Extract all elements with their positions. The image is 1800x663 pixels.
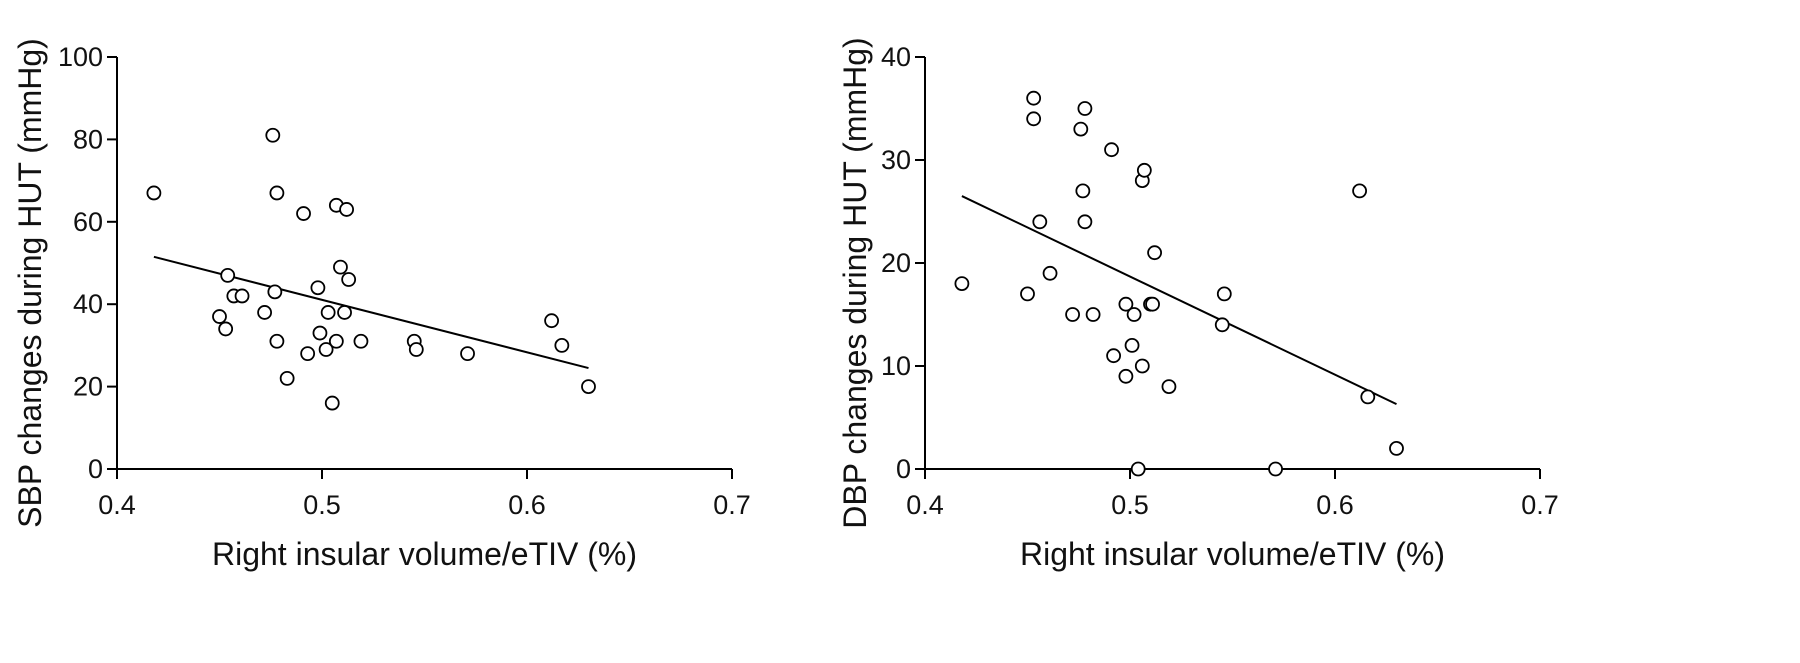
sbp-data-point	[312, 325, 328, 341]
dbp-data-point	[1077, 214, 1093, 230]
dbp-data-point	[1268, 461, 1283, 477]
dbp-data-point	[1360, 389, 1376, 405]
dbp-data-point	[1124, 337, 1140, 353]
dbp-data-point	[1136, 162, 1152, 178]
dbp-data-point	[1073, 121, 1089, 137]
sbp-data-point	[544, 313, 559, 329]
sbp-data-point	[328, 333, 344, 349]
sbp-data-point	[318, 342, 334, 357]
dbp-data-point	[1118, 368, 1134, 384]
sbp-y-tick-label: 60	[73, 207, 103, 237]
sbp-data-point	[296, 206, 311, 221]
dbp-x-tick-label: 0.6	[1316, 490, 1354, 520]
dbp-data-point	[1352, 183, 1367, 199]
dbp-data-point	[1134, 358, 1150, 374]
dbp-y-tick-label: 0	[896, 454, 911, 484]
dbp-x-tick-label: 0.5	[1111, 490, 1149, 520]
sbp-data-point	[333, 259, 348, 275]
sbp-data-point	[257, 305, 273, 320]
dbp-data-point	[1026, 90, 1042, 106]
dbp-y-axis-label: DBP changes during HUT (mmHg)	[837, 37, 873, 528]
sbp-data-point	[339, 202, 355, 217]
dbp-data-point	[1104, 142, 1119, 158]
dbp-regression-line	[961, 195, 1397, 406]
sbp-y-tick-label: 0	[88, 454, 103, 484]
sbp-data-point	[146, 185, 162, 201]
dbp-scatter-panel: 0 10 20 30 40 0.4 0.5 0.6 0.7 Right insular volum…	[837, 37, 1559, 572]
sbp-data-point	[218, 321, 234, 337]
dbp-data-point	[1216, 286, 1232, 302]
dbp-data-point	[1214, 317, 1230, 333]
sbp-data-point	[320, 305, 336, 320]
dbp-data-point	[1026, 111, 1042, 127]
dbp-data-point	[1032, 214, 1048, 230]
dbp-data-point	[1085, 307, 1101, 322]
sbp-y-axis-label: SBP changes during HUT (mmHg)	[12, 38, 48, 528]
dbp-y-tick-label: 30	[881, 145, 911, 175]
sbp-data-point	[234, 288, 250, 304]
dbp-data-point	[954, 276, 970, 292]
dbp-x-tick-label: 0.4	[906, 490, 944, 520]
dbp-data-point	[1145, 296, 1160, 312]
dbp-y-tick-label: 10	[881, 351, 911, 381]
sbp-data-point	[265, 127, 281, 143]
dbp-data-point	[1147, 245, 1162, 261]
dbp-data-point	[1126, 307, 1142, 322]
sbp-data-point	[269, 333, 285, 349]
dbp-y-tick-label: 40	[881, 42, 911, 72]
sbp-data-point	[220, 267, 236, 283]
sbp-y-tick-label: 100	[58, 42, 103, 72]
sbp-data-point	[337, 305, 352, 320]
sbp-data-point	[267, 284, 283, 300]
dbp-data-point	[1389, 440, 1404, 456]
dbp-x-axis-label: Right insular volume/eTIV (%)	[1020, 536, 1445, 572]
sbp-x-tick-label: 0.7	[713, 490, 751, 520]
sbp-x-tick-label: 0.4	[98, 490, 136, 520]
dbp-data-point	[1075, 183, 1091, 199]
sbp-data-point	[279, 370, 295, 386]
sbp-data-point	[212, 309, 227, 324]
sbp-x-tick-label: 0.6	[508, 490, 546, 520]
sbp-data-point	[554, 337, 570, 353]
sbp-data-point	[341, 272, 357, 287]
dbp-y-tick-label: 20	[881, 248, 911, 278]
sbp-data-point	[581, 379, 596, 395]
sbp-data-point	[408, 342, 424, 357]
sbp-y-tick-label: 40	[73, 289, 103, 319]
sbp-x-tick-label: 0.5	[303, 490, 341, 520]
sbp-data-point	[300, 346, 316, 362]
sbp-data-point	[353, 333, 369, 349]
sbp-scatter-panel: 0 20 40 60 80 100 0.4 0.5 0.6 0.7 Right insular vo…	[12, 38, 751, 572]
dbp-data-point	[1106, 348, 1121, 364]
sbp-y-tick-label: 20	[73, 372, 103, 402]
dbp-data-point	[1118, 296, 1134, 312]
dbp-data-point	[1130, 461, 1146, 477]
sbp-data-point	[460, 346, 475, 362]
sbp-data-point	[324, 395, 340, 411]
dbp-data-point	[1042, 265, 1058, 281]
dbp-data-point	[1161, 379, 1177, 395]
sbp-y-tick-label: 80	[73, 124, 103, 154]
dbp-data-point	[1020, 286, 1035, 302]
dbp-data-point	[1065, 307, 1080, 322]
sbp-x-axis-label: Right insular volume/eTIV (%)	[212, 536, 637, 572]
sbp-data-point	[269, 185, 285, 201]
dbp-data-point	[1077, 101, 1093, 116]
dbp-x-tick-label: 0.7	[1521, 490, 1559, 520]
sbp-data-point	[310, 280, 326, 296]
